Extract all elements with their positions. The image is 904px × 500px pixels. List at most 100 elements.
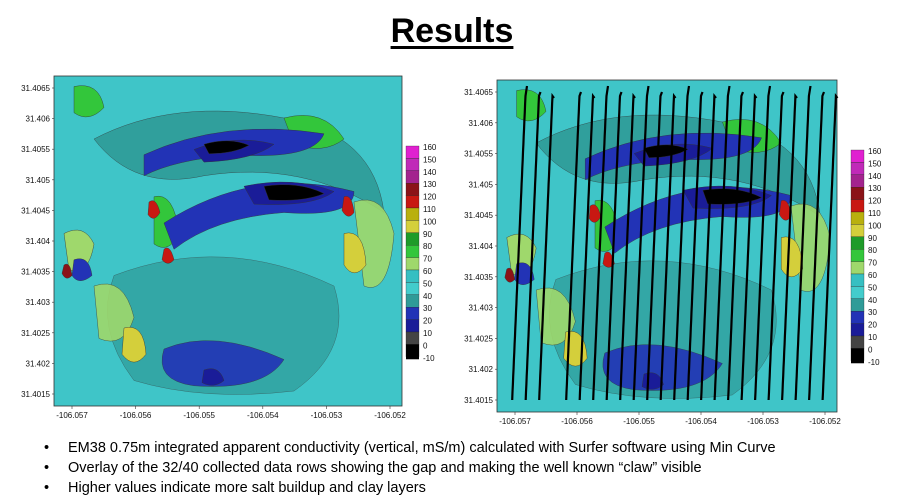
legend-label: 20	[423, 317, 432, 326]
legend-swatch	[405, 220, 420, 233]
legend-label: 150	[868, 159, 882, 168]
x-tick-label: -106.053	[747, 417, 779, 426]
x-tick-label: -106.052	[809, 417, 841, 426]
y-tick-label: 31.4035	[464, 273, 493, 282]
legend-swatch	[850, 211, 865, 225]
legend-label: 160	[868, 147, 882, 156]
legend-swatch	[405, 158, 420, 171]
legend-swatch	[850, 224, 865, 237]
data-row-track	[538, 92, 555, 401]
legend-swatch	[850, 174, 865, 188]
legend-swatch	[405, 307, 420, 320]
legend-label: 150	[423, 155, 437, 164]
legend-label: 70	[868, 259, 877, 268]
legend-swatch	[850, 273, 865, 287]
x-tick-label: -106.053	[311, 411, 343, 420]
legend-swatch	[405, 331, 420, 345]
legend-label: 80	[868, 246, 877, 255]
legend-swatch	[850, 162, 865, 175]
data-row-track	[808, 91, 826, 401]
legend-swatch	[850, 149, 865, 163]
legend-label: 10	[423, 329, 432, 338]
data-row-track	[524, 91, 542, 401]
data-row-track	[565, 91, 583, 401]
data-row-track	[646, 91, 664, 401]
legend-label: 140	[423, 168, 437, 177]
legend-swatch	[850, 335, 865, 349]
y-tick-label: 31.4025	[464, 334, 493, 343]
legend-label: 80	[423, 242, 432, 251]
y-tick-label: 31.4015	[21, 390, 50, 399]
x-tick-label: -106.055	[183, 411, 215, 420]
legend-label: 90	[423, 230, 432, 239]
legend-swatch	[405, 170, 420, 184]
x-tick-label: -106.056	[561, 417, 593, 426]
y-tick-label: 31.4065	[21, 84, 50, 93]
data-row-track	[700, 93, 717, 401]
legend-label: 40	[868, 296, 877, 305]
legend-label: -10	[868, 358, 880, 367]
legend-swatch	[405, 183, 420, 196]
legend-swatch	[405, 257, 420, 271]
data-row-track	[632, 85, 650, 401]
data-row-track	[511, 85, 529, 401]
data-row-track	[754, 85, 772, 401]
legend-swatch	[405, 195, 420, 209]
y-tick-label: 31.4055	[464, 150, 493, 159]
data-row-track	[740, 93, 758, 401]
legend-label: 90	[868, 234, 877, 243]
legend-label: 20	[868, 321, 877, 330]
y-tick-label: 31.406	[26, 115, 51, 124]
y-tick-label: 31.405	[26, 176, 51, 185]
note-item: Higher values indicate more salt buildup…	[44, 478, 776, 498]
legend-label: 0	[868, 345, 873, 354]
legend-label: 130	[868, 184, 882, 193]
data-row-track	[713, 85, 731, 401]
legend-swatch	[406, 344, 419, 360]
y-tick-label: 31.405	[469, 180, 494, 189]
legend-label: 50	[868, 283, 877, 292]
legend-label: 110	[423, 205, 436, 214]
x-tick-label: -106.057	[499, 417, 531, 426]
legend-label: 100	[868, 221, 882, 230]
data-row-track	[686, 91, 704, 401]
data-row-track	[727, 91, 745, 401]
x-tick-label: -106.056	[120, 411, 152, 420]
x-tick-label: -106.052	[374, 411, 406, 420]
x-tick-label: -106.055	[623, 417, 655, 426]
data-row-track	[794, 85, 812, 401]
legend-label: 30	[423, 304, 432, 313]
y-tick-label: 31.402	[26, 359, 51, 368]
legend-label: 120	[868, 197, 882, 206]
data-row-track	[605, 91, 623, 401]
y-tick-label: 31.402	[469, 365, 494, 374]
conductivity-map-left: 31.4065 31.406 31.4055 31.405 31.4045 31.404 3…	[10, 66, 440, 426]
legend-label: 70	[423, 255, 432, 264]
legend-label: 120	[423, 193, 437, 202]
y-tick-label: 31.4045	[464, 211, 493, 220]
legend-swatch	[405, 269, 420, 283]
x-tick-label: -106.054	[247, 411, 279, 420]
legend-label: 140	[868, 172, 882, 181]
legend-label: 0	[423, 341, 428, 350]
legend-swatch	[851, 348, 864, 364]
y-tick-label: 31.4045	[21, 206, 50, 215]
legend-label: 60	[423, 267, 432, 276]
conductivity-map-right: 31.4065 31.406 31.4055 31.405 31.4045 31.404 3…	[455, 66, 904, 426]
notes-list: EM38 0.75m integrated apparent conductiv…	[44, 438, 776, 498]
legend-swatch	[405, 207, 420, 221]
legend-swatch	[850, 261, 865, 275]
legend-swatch	[850, 311, 865, 324]
data-row-track	[781, 93, 798, 401]
x-tick-label: -106.057	[56, 411, 88, 420]
legend-label: 130	[423, 180, 437, 189]
y-tick-label: 31.406	[469, 119, 494, 128]
data-row-track	[821, 93, 839, 401]
legend-swatch	[405, 232, 420, 246]
legend-swatch	[850, 249, 865, 262]
y-tick-label: 31.403	[26, 298, 51, 307]
y-tick-label: 31.4025	[21, 329, 50, 338]
data-row-track	[619, 92, 636, 401]
y-tick-label: 31.403	[469, 304, 494, 313]
y-tick-label: 31.404	[26, 237, 51, 246]
